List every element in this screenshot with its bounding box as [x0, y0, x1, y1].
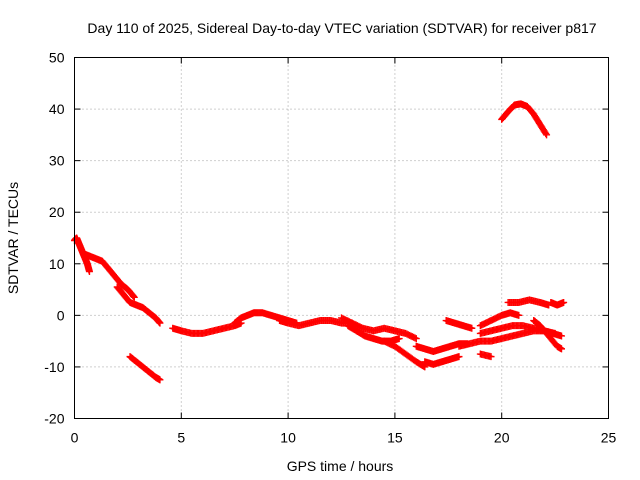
axis-ticks: [74, 57, 609, 419]
data-point: [412, 335, 420, 343]
x-tick-label: 10: [280, 430, 296, 446]
y-tick-label: 30: [49, 153, 65, 169]
chart-title: Day 110 of 2025, Sidereal Day-to-day VTE…: [87, 20, 596, 36]
data-point: [156, 319, 164, 327]
data-point: [455, 353, 463, 361]
data-point: [130, 293, 138, 301]
x-tick-label: 25: [601, 430, 617, 446]
data-point: [558, 345, 566, 353]
data-point: [560, 298, 568, 306]
y-tick-label: 50: [49, 50, 65, 66]
y-tick-label: 20: [49, 204, 65, 220]
y-tick-label: -10: [44, 359, 64, 375]
data-point: [468, 324, 476, 332]
x-tick-label: 15: [387, 430, 403, 446]
y-tick-labels: -20 -10 0 10 20 30 40 50: [44, 50, 64, 427]
data-point: [515, 311, 523, 319]
data-point: [156, 376, 164, 384]
data-point: [558, 332, 566, 340]
data-point: [542, 130, 550, 138]
data-points: [71, 100, 568, 384]
x-tick-labels: 0 5 10 15 20 25: [71, 430, 617, 446]
data-point: [130, 292, 138, 300]
y-tick-label: 40: [49, 101, 65, 117]
plot-frame: [74, 57, 609, 419]
y-tick-label: -20: [44, 411, 64, 427]
x-axis-label: GPS time / hours: [287, 458, 394, 474]
data-point: [543, 131, 551, 139]
x-tick-label: 5: [177, 430, 185, 446]
data-point: [487, 353, 495, 361]
x-tick-label: 20: [494, 430, 510, 446]
y-tick-label: 10: [49, 256, 65, 272]
data-point: [395, 335, 403, 343]
data-point: [85, 268, 93, 276]
y-axis-label: SDTVAR / TECUs: [5, 182, 21, 294]
x-tick-label: 0: [71, 430, 79, 446]
y-tick-label: 0: [57, 307, 65, 323]
